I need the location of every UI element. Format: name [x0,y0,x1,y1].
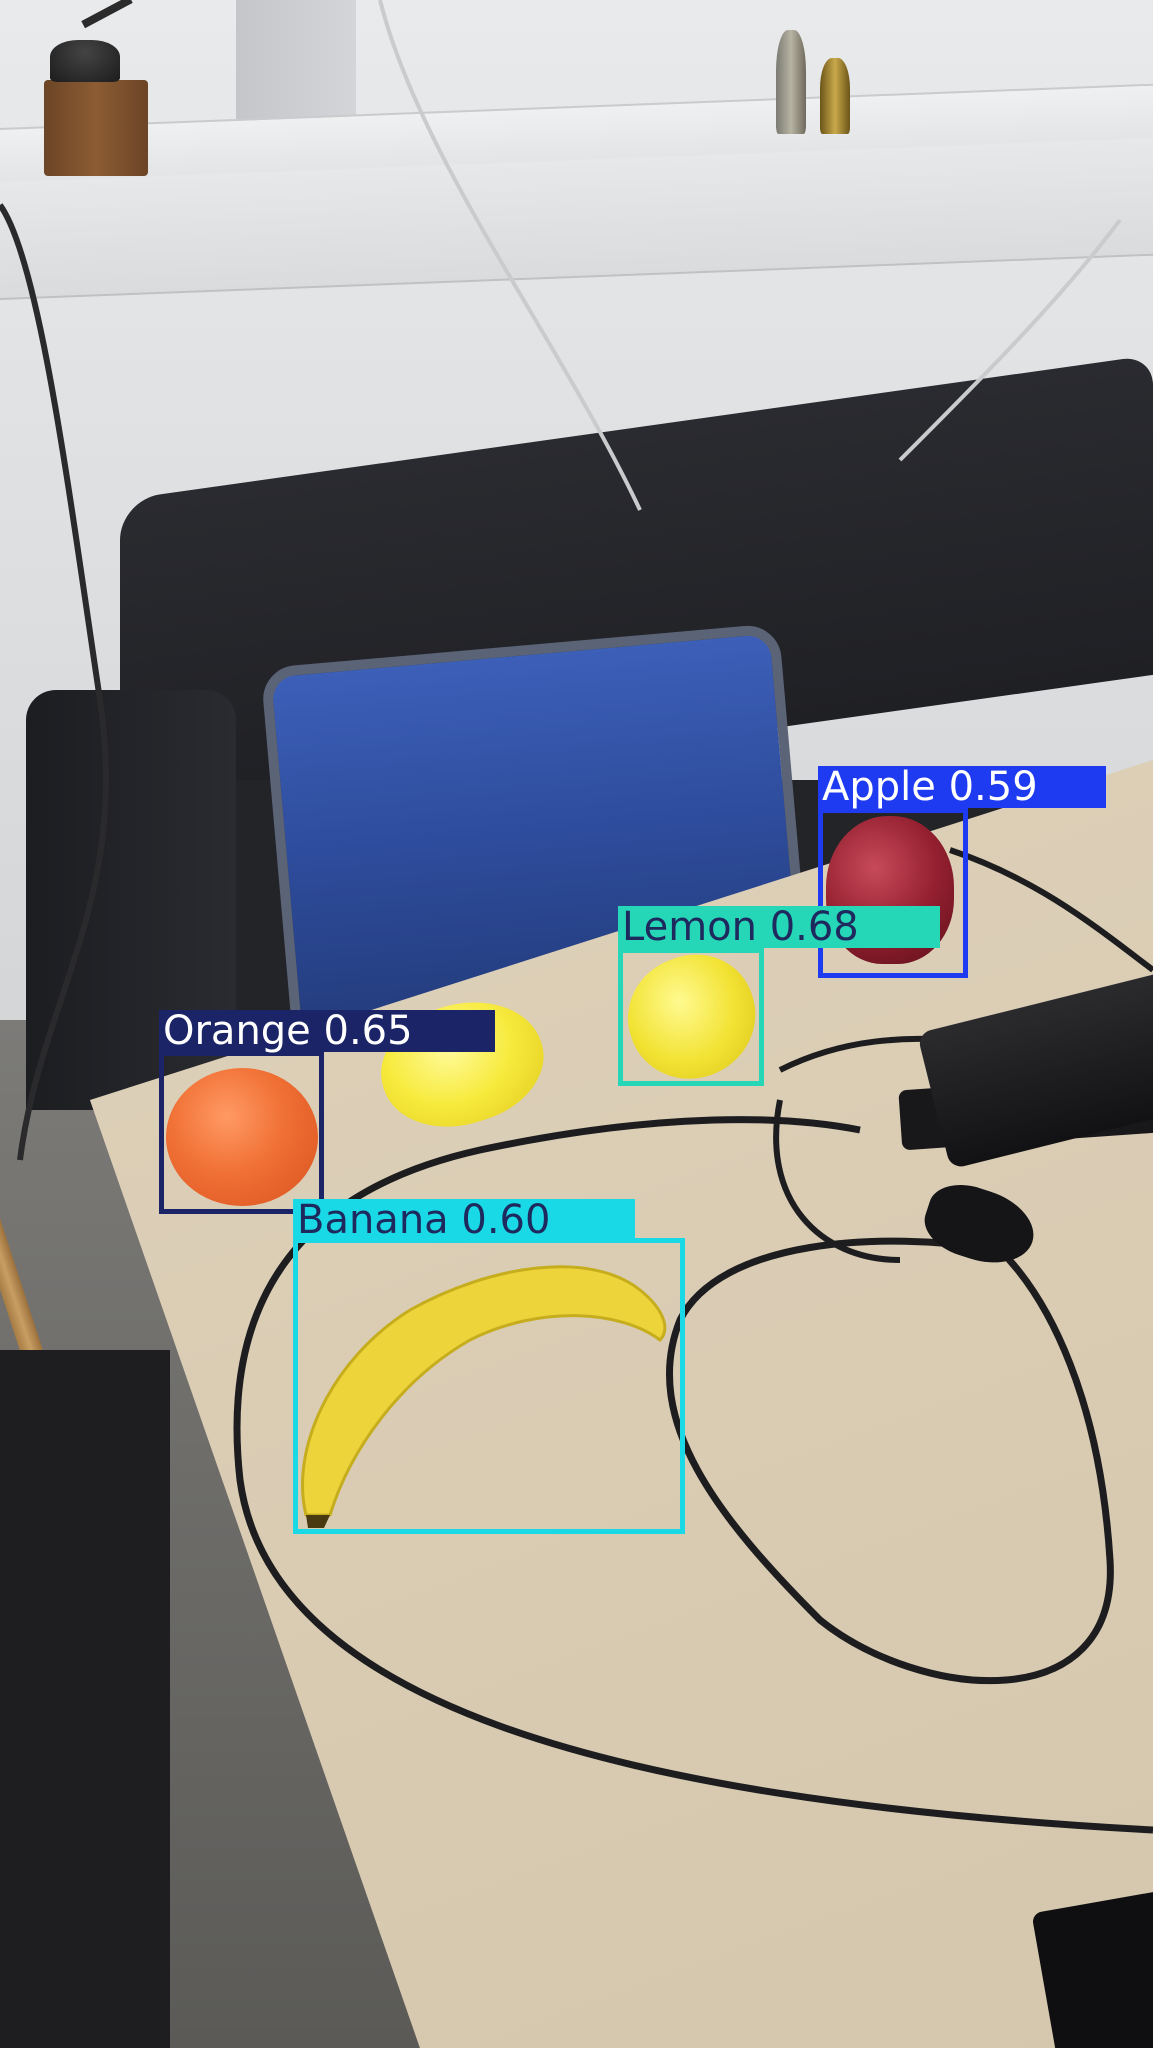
coffee-grinder-top [50,40,120,82]
dark-foreground [0,1350,170,2048]
detection-label-lemon: Lemon 0.68 [618,906,940,948]
detection-label-banana: Banana 0.60 [293,1199,635,1241]
detection-box-banana [293,1238,685,1534]
orange-fruit [166,1068,318,1206]
banana-fruit [301,1265,667,1528]
trophy-gold [820,58,850,134]
trophy-silver [776,30,806,134]
detection-label-orange: Orange 0.65 [159,1010,495,1052]
detection-label-apple: Apple 0.59 [818,766,1106,808]
detection-box-lemon [618,948,764,1086]
detection-box-orange [159,1051,324,1214]
detection-box-apple [818,808,968,978]
coffee-grinder [44,80,148,176]
